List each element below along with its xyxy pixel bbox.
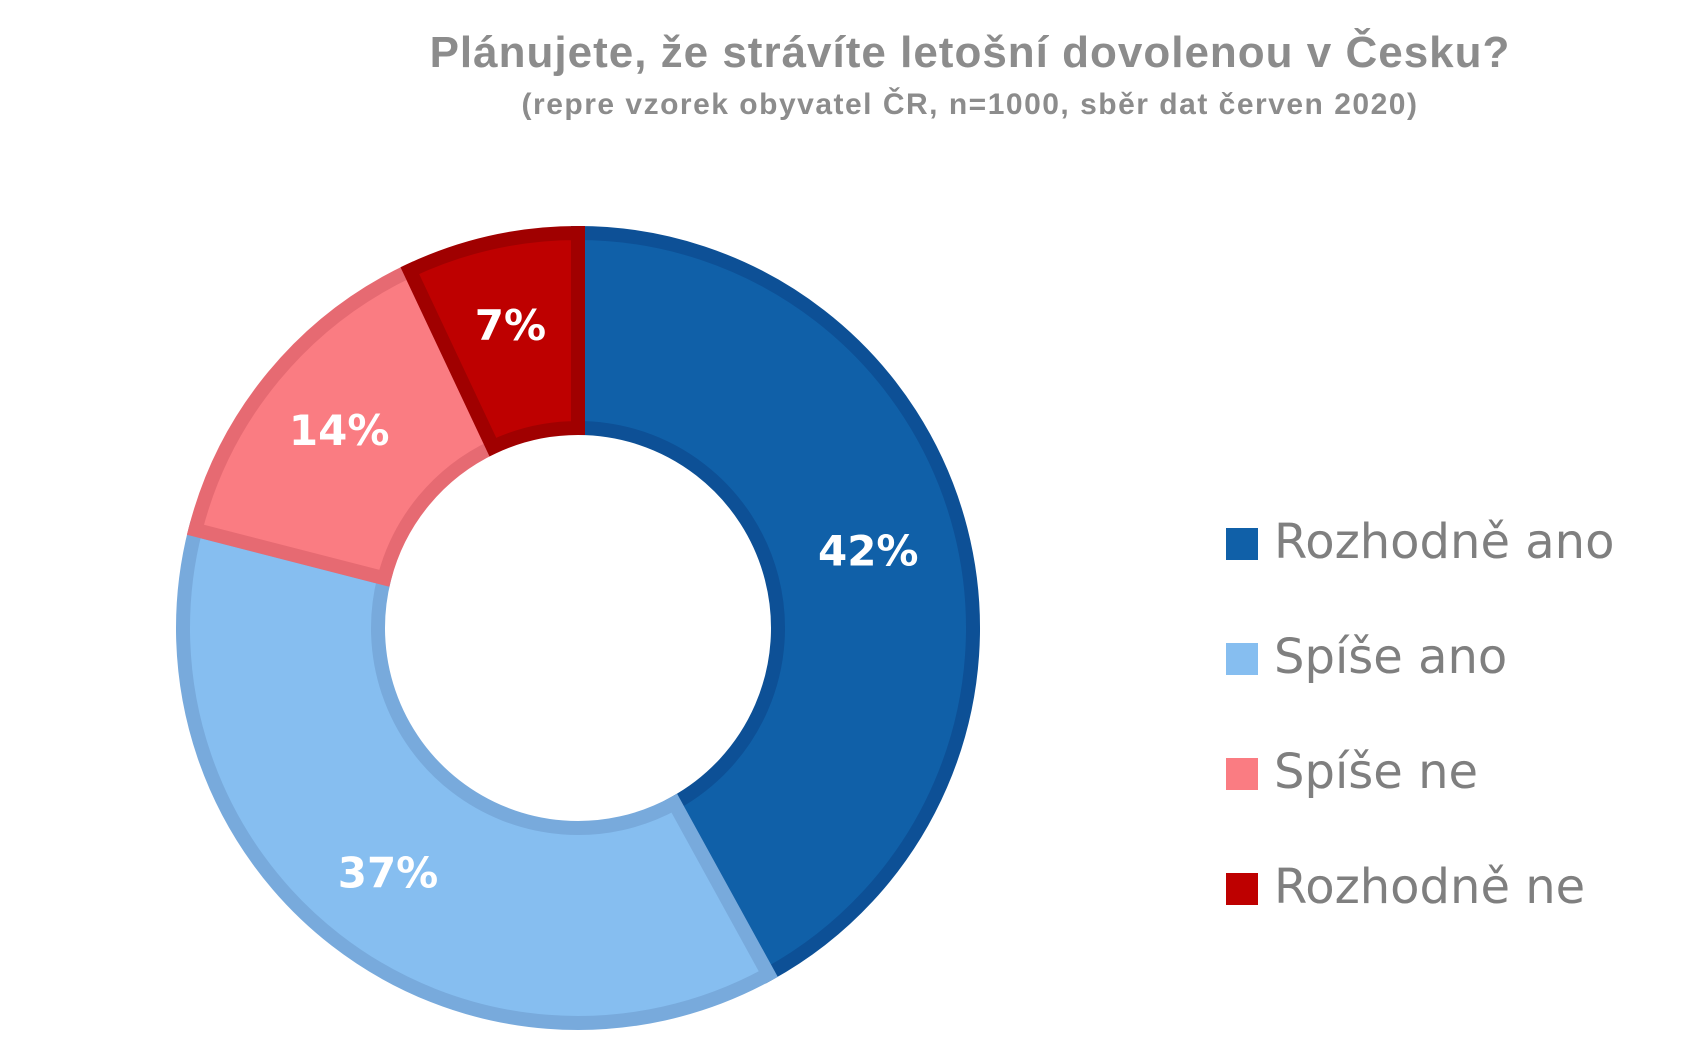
- data-label: 14%: [289, 406, 390, 455]
- data-label: 37%: [338, 848, 439, 897]
- legend-swatch: [1226, 873, 1258, 905]
- chart-title: Plánujete, že strávíte letošní dovolenou…: [429, 28, 1511, 77]
- slice-spise-ne: [186, 261, 503, 587]
- legend-label: Rozhodně ne: [1274, 859, 1586, 915]
- legend-label: Rozhodně ano: [1274, 514, 1615, 570]
- donut-chart: 42% 37% 14% 7%: [176, 225, 980, 1030]
- data-label: 42%: [818, 526, 919, 575]
- slice-rozhodne-ano: [571, 225, 980, 984]
- slice-spise-ano: [176, 521, 778, 1030]
- legend-label: Spíše ne: [1274, 744, 1479, 800]
- legend-swatch: [1226, 528, 1258, 560]
- legend-swatch: [1226, 643, 1258, 675]
- chart-subtitle: (repre vzorek obyvatel ČR, n=1000, sběr …: [521, 88, 1419, 121]
- data-label: 7%: [475, 301, 546, 350]
- legend-label: Spíše ano: [1274, 629, 1508, 685]
- legend-swatch: [1226, 758, 1258, 790]
- slice-rozhodne-ne: [400, 225, 585, 457]
